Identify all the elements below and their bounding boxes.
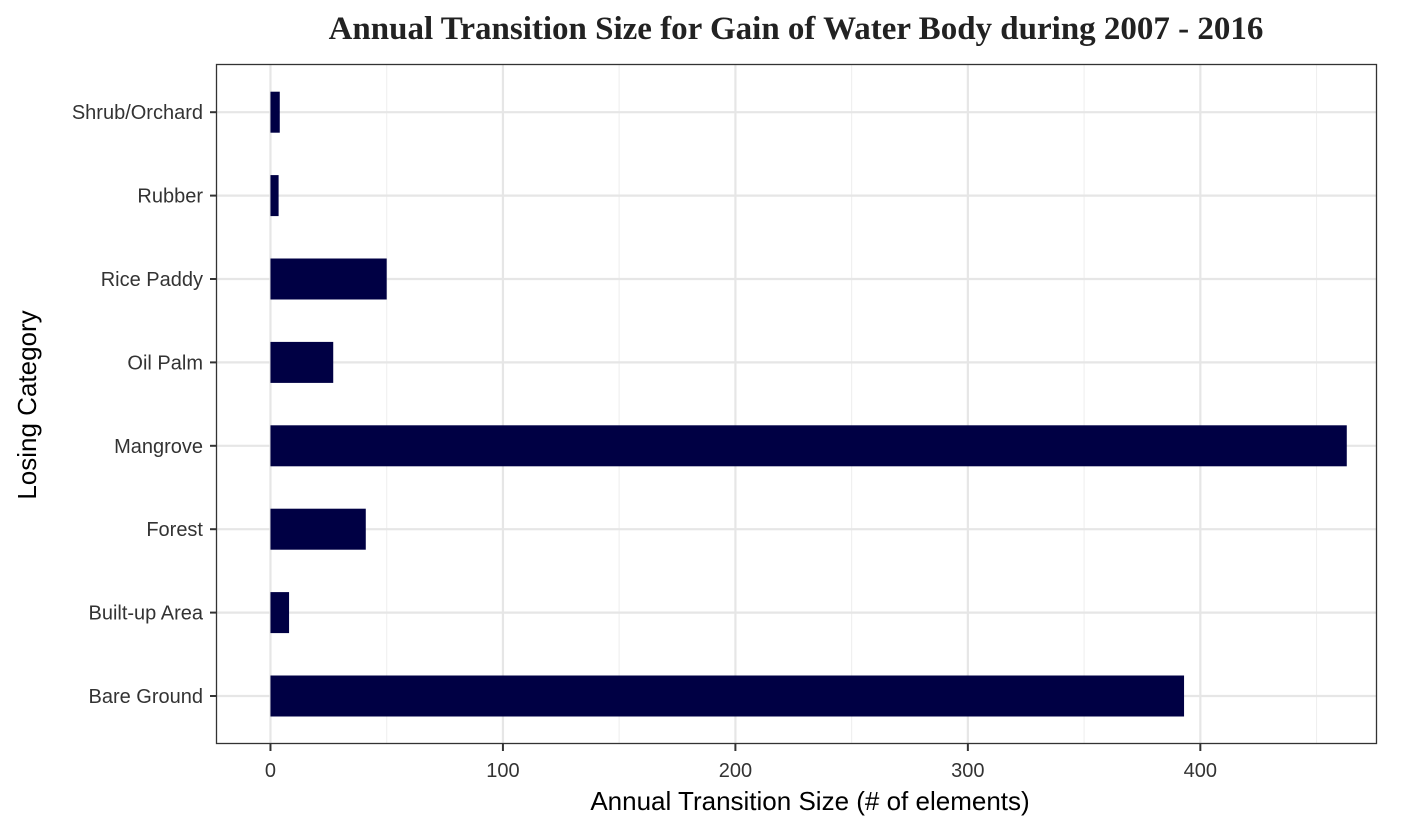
bar-built-up-area (270, 592, 290, 634)
y-tick-label: Rice Paddy (101, 269, 203, 291)
y-axis-title: Losing Category (12, 310, 42, 499)
chart-title: Annual Transition Size for Gain of Water… (329, 11, 1264, 47)
x-axis-title: Annual Transition Size (# of elements) (590, 786, 1029, 816)
bar-oil-palm (270, 341, 334, 383)
plot-panel-border (215, 63, 1378, 745)
bars (270, 91, 1347, 717)
x-axis: 0 100 200 300 400 (265, 744, 1217, 782)
y-tick-label: Bare Ground (88, 686, 203, 708)
y-tick-label: Mangrove (114, 436, 203, 458)
bar-mangrove (270, 425, 1347, 467)
bar-forest (270, 508, 366, 550)
x-tick-label: 0 (265, 760, 276, 782)
x-tick-label: 100 (486, 760, 519, 782)
bar-shrub-orchard (270, 91, 280, 133)
x-tick-label: 300 (951, 760, 984, 782)
y-tick-label: Rubber (137, 186, 203, 208)
y-tick-label: Shrub/Orchard (72, 102, 203, 124)
grid-lines (217, 65, 1377, 744)
x-tick-label: 400 (1184, 760, 1217, 782)
y-tick-label: Built-up Area (88, 603, 203, 625)
x-tick-label: 200 (719, 760, 752, 782)
y-tick-label: Forest (146, 519, 203, 541)
bar-rubber (270, 175, 279, 217)
bar-rice-paddy (270, 258, 387, 300)
y-axis: Bare Ground Built-up Area Forest Mangrove Oi… (72, 102, 217, 708)
y-tick-label: Oil Palm (127, 352, 203, 374)
bar-bare-ground (270, 675, 1185, 717)
